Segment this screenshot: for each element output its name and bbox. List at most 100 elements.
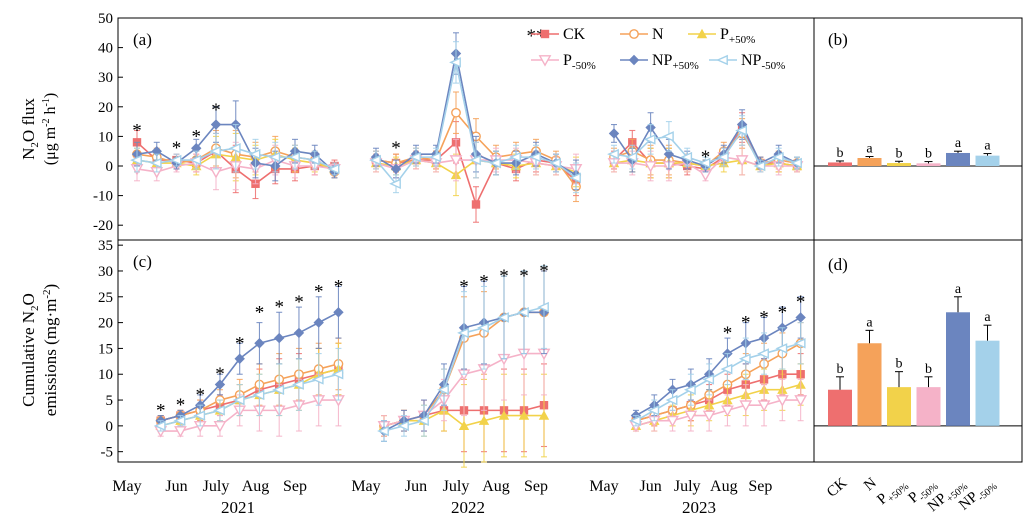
significance-star: * xyxy=(156,400,166,421)
legend-marker-NP+50% xyxy=(628,54,640,66)
data-point-NP-50% xyxy=(169,154,182,166)
data-point-NP-50% xyxy=(720,363,733,375)
data-point-NP-50% xyxy=(389,178,401,190)
data-point-NP+50% xyxy=(795,312,806,323)
month-tick-label: Sep xyxy=(748,478,772,495)
data-point-P-50% xyxy=(449,155,463,167)
data-point-NP-50% xyxy=(549,157,561,169)
month-tick-label: May xyxy=(112,478,141,495)
bar-CK xyxy=(828,162,852,166)
data-point-NP-50% xyxy=(457,327,469,339)
data-point-NP-50% xyxy=(377,425,389,437)
data-point-NP-50% xyxy=(716,151,729,163)
data-point-NP+50% xyxy=(313,317,324,328)
data-point-NP+50% xyxy=(293,327,305,339)
significance-star: * xyxy=(192,126,202,147)
bar-letter-CK: b xyxy=(837,146,844,161)
data-point-NP-50% xyxy=(509,151,521,163)
bar-P+50% xyxy=(887,163,911,166)
panel-label-a: (a) xyxy=(133,30,152,49)
data-point-NP-50% xyxy=(489,157,501,169)
year-label-2021: 2021 xyxy=(221,498,255,517)
year-label-2022: 2022 xyxy=(451,498,485,517)
significance-star: ** xyxy=(527,26,546,47)
series-line-N xyxy=(635,342,802,422)
data-point-NP-50% xyxy=(680,151,693,163)
data-point-NP-50% xyxy=(268,151,281,163)
panel-c-ytick-label: 20 xyxy=(98,316,113,332)
bar-letter-P+50%: b xyxy=(896,146,903,161)
data-point-NP-50% xyxy=(793,337,806,349)
data-point-P+50% xyxy=(478,415,490,425)
bar-CK xyxy=(828,389,852,426)
panel-a-ytick-label: 0 xyxy=(106,159,114,175)
data-point-NP-50% xyxy=(683,384,696,396)
month-tick-label: May xyxy=(351,478,380,495)
data-point-P-50% xyxy=(174,426,187,438)
significance-star: * xyxy=(132,120,142,141)
series-line-NP-50% xyxy=(160,373,339,427)
data-point-NP-50% xyxy=(417,415,429,426)
month-tick-label: July xyxy=(674,478,701,495)
data-point-P-50% xyxy=(213,420,227,433)
significance-star: * xyxy=(176,395,186,416)
data-point-NP-50% xyxy=(449,57,461,68)
bar-letter-N: a xyxy=(866,315,873,330)
significance-star: * xyxy=(211,100,221,121)
data-point-NP-50% xyxy=(529,151,541,163)
panel-label-c: (c) xyxy=(133,252,152,271)
data-point-NP-50% xyxy=(629,415,641,426)
bar-letter-NP+50%: a xyxy=(955,136,962,151)
panel-c-ytick-label: -5 xyxy=(101,445,114,461)
data-point-NP-50% xyxy=(661,131,674,142)
panel-label-b: (b) xyxy=(828,30,848,49)
panel-a-ytick-label: 10 xyxy=(98,129,113,145)
data-point-P-50% xyxy=(739,400,753,412)
panel-label-d: (d) xyxy=(828,255,848,274)
significance-star: * xyxy=(479,271,489,292)
significance-star: * xyxy=(519,266,529,287)
data-point-NP-50% xyxy=(149,157,162,169)
data-point-NP-50% xyxy=(477,322,489,334)
data-point-P-50% xyxy=(757,400,771,412)
data-point-NP+50% xyxy=(210,119,222,130)
series-line-P-50% xyxy=(160,399,339,432)
data-point-NP-50% xyxy=(189,154,202,166)
data-point-NP-50% xyxy=(209,145,221,157)
data-point-NP-50% xyxy=(193,410,206,421)
legend-marker-CK xyxy=(540,29,550,39)
month-tick-label: Sep xyxy=(283,478,307,495)
significance-star: * xyxy=(459,276,469,297)
data-point-NP-50% xyxy=(213,405,225,416)
panel-c-ytick-label: 30 xyxy=(98,264,113,280)
data-point-NP-50% xyxy=(517,306,529,318)
data-point-NP-50% xyxy=(248,148,261,160)
data-point-P-50% xyxy=(794,395,808,407)
data-point-NP-50% xyxy=(252,389,265,401)
legend-label-sub: -50% xyxy=(761,60,785,72)
panel-c-ytick-label: 5 xyxy=(106,393,114,409)
data-point-NP-50% xyxy=(369,154,381,166)
series-line-NP+50% xyxy=(635,316,802,417)
series-line-P+50% xyxy=(635,383,801,427)
data-point-NP+50% xyxy=(608,128,620,139)
data-point-NP-50% xyxy=(292,379,304,390)
data-point-NP-50% xyxy=(537,301,549,313)
y-label-a-line1: N2O flux xyxy=(19,98,41,160)
significance-star: * xyxy=(172,138,182,159)
data-point-P-50% xyxy=(735,155,749,167)
data-point-NP-50% xyxy=(753,160,766,172)
data-point-NP-50% xyxy=(409,151,421,163)
month-tick-label: Aug xyxy=(242,478,270,495)
series-line-NP-50% xyxy=(635,342,801,422)
bar-NP+50% xyxy=(946,152,970,166)
y-label-c: Cumulative N2O emissions (mg·m-2) xyxy=(19,284,60,416)
series-line-P-50% xyxy=(635,399,801,427)
data-point-NP+50% xyxy=(274,332,285,344)
data-point-P+50% xyxy=(498,410,510,420)
significance-star: * xyxy=(701,147,711,168)
data-point-NP-50% xyxy=(331,368,344,380)
data-point-P+50% xyxy=(538,410,550,420)
data-point-NP-50% xyxy=(702,374,715,385)
